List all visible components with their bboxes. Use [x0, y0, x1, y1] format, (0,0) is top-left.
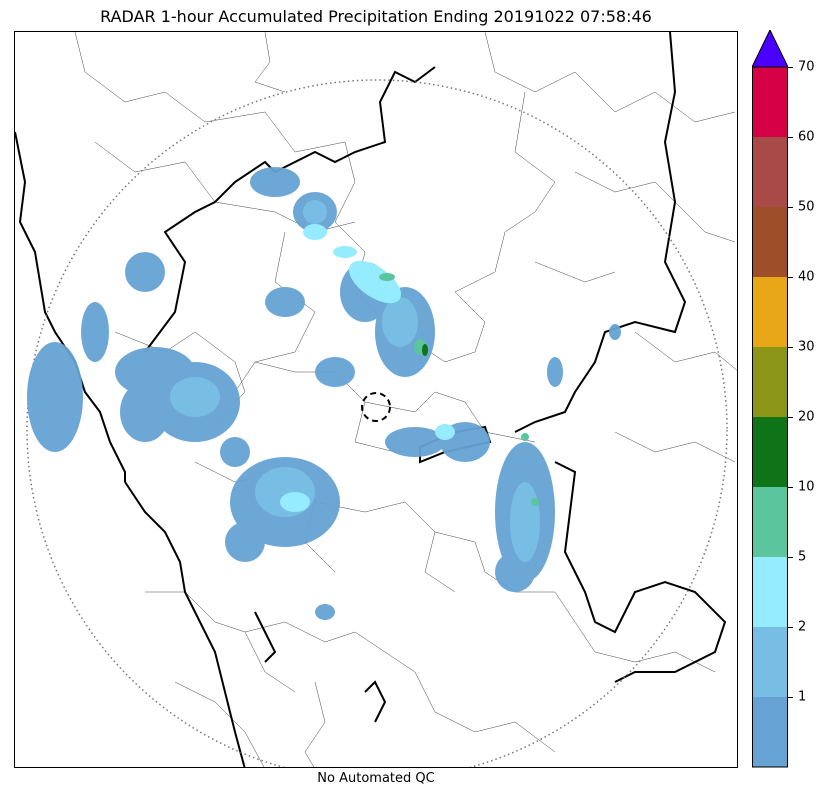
colorbar-bin: [752, 627, 788, 697]
colorbar-bin: [752, 697, 788, 767]
colorbar-bin: [752, 207, 788, 277]
colorbar-tick-mark: [788, 627, 793, 628]
colorbar-tick-mark: [788, 347, 793, 348]
coastline: [74, 361, 126, 482]
colorbar-tick-label: 2: [798, 619, 807, 635]
colorbar-tick-mark: [788, 417, 793, 418]
precipitation-colorbar: [752, 30, 788, 768]
qc-label: No Automated QC: [317, 771, 435, 786]
colorbar-tick-mark: [788, 697, 793, 698]
state-borders: [15, 32, 727, 767]
map-title: RADAR 1-hour Accumulated Precipitation E…: [100, 7, 652, 26]
colorbar-tick-mark: [788, 487, 793, 488]
colorbar-tick-mark: [788, 207, 793, 208]
colorbar-bin: [752, 277, 788, 347]
colorbar-tick-label: 40: [798, 269, 815, 285]
colorbar-bins: [752, 67, 788, 767]
colorbar-bin: [752, 487, 788, 557]
colorbar-tick-label: 60: [798, 129, 815, 145]
colorbar-tick-label: 1: [798, 689, 807, 705]
radar-map-canvas: [15, 32, 737, 767]
colorbar-bin: [752, 557, 788, 627]
colorbar-tick-label: 20: [798, 409, 815, 425]
radar-map[interactable]: [14, 31, 738, 768]
colorbar-tick-mark: [788, 277, 793, 278]
colorbar-tick-label: 70: [798, 59, 815, 75]
radar-range-ring: [26, 79, 728, 767]
colorbar-bin: [752, 417, 788, 487]
colorbar-tick-mark: [788, 557, 793, 558]
colorbar-outline: [752, 66, 788, 768]
colorbar-tick-label: 10: [798, 479, 815, 495]
colorbar-bin: [752, 67, 788, 137]
radar-site-marker: [361, 392, 391, 422]
colorbar-overflow-triangle: [752, 30, 788, 68]
colorbar-tick-label: 50: [798, 199, 815, 215]
precipitation-echoes: [27, 167, 621, 620]
colorbar-bin: [752, 347, 788, 417]
colorbar-tick-mark: [788, 67, 793, 68]
colorbar-tick-label: 5: [798, 549, 807, 565]
colorbar-tick-mark: [788, 137, 793, 138]
colorbar-tick-label: 30: [798, 339, 815, 355]
colorbar-bin: [752, 137, 788, 207]
